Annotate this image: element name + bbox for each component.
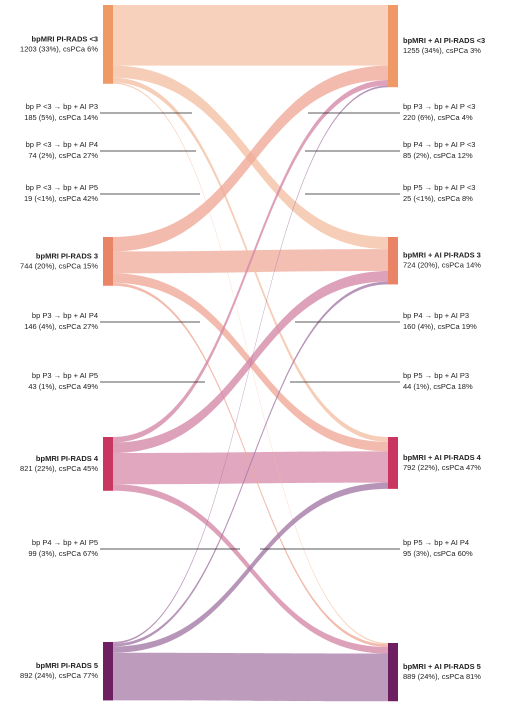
flow-label: bp P <3 → bp + AI P3 [26, 102, 98, 111]
flow [113, 5, 388, 66]
node-label: bpMRI + AI PI-RADS 4 [403, 453, 482, 462]
flow-label: bp P4 → bp + AI P5 [32, 538, 98, 547]
node-label: bpMRI + AI PI-RADS 5 [403, 662, 481, 671]
flow-label: bp P5 → bp + AI P <3 [403, 183, 475, 192]
flow [113, 271, 388, 454]
node-label: bpMRI PI-RADS 3 [36, 251, 98, 260]
flow-label: bp P5 → bp + AI P3 [403, 371, 469, 380]
node-detail: 792 (22%), csPCa 47% [403, 463, 481, 472]
flow-detail: 74 (2%), csPCa 27% [28, 151, 98, 160]
flow-label: bp P <3 → bp + AI P4 [26, 140, 98, 149]
flow-detail: 95 (3%), csPCa 60% [403, 549, 473, 558]
node-label: bpMRI + AI PI-RADS <3 [403, 36, 485, 45]
node-label: bpMRI PI-RADS <3 [32, 34, 98, 43]
flow-label: bp P4 → bp + AI P3 [403, 311, 469, 320]
node-bar [103, 237, 113, 286]
flow-detail: 146 (4%), csPCa 27% [24, 322, 98, 331]
flow-label: bp P3 → bp + AI P <3 [403, 102, 475, 111]
node-detail: 1203 (33%), csPCa 6% [20, 44, 98, 53]
flow-label: bp P3 → bp + AI P5 [32, 371, 98, 380]
flow [113, 482, 388, 653]
flow-detail: 19 (<1%), csPCa 42% [24, 194, 98, 203]
node-detail: 1255 (34%), csPCa 3% [403, 46, 481, 55]
node-label: bpMRI + AI PI-RADS 3 [403, 251, 481, 260]
flow [113, 281, 388, 647]
flow [113, 85, 388, 644]
node-bar [103, 5, 113, 84]
node-detail: 892 (24%), csPCa 77% [20, 671, 98, 680]
node-detail: 724 (20%), csPCa 14% [403, 261, 481, 270]
node-bar [388, 437, 398, 489]
node-detail: 821 (22%), csPCa 45% [20, 464, 98, 473]
flow-detail: 43 (1%), csPCa 49% [28, 382, 98, 391]
node-bar [388, 237, 398, 285]
flow-detail: 44 (1%), csPCa 18% [403, 382, 473, 391]
node-detail: 744 (20%), csPCa 15% [20, 261, 98, 270]
flow-detail: 85 (2%), csPCa 12% [403, 151, 473, 160]
flow-label: bp P4 → bp + AI P <3 [403, 140, 475, 149]
flow-label: bp P <3 → bp + AI P5 [26, 183, 98, 192]
flow [113, 652, 388, 702]
node-bar [103, 642, 113, 701]
flow-detail: 160 (4%), csPCa 19% [403, 322, 477, 331]
node-bar [388, 643, 398, 702]
node-bar [103, 437, 113, 491]
flow-detail: 220 (6%), csPCa 4% [403, 113, 473, 122]
flow-detail: 25 (<1%), csPCa 8% [403, 194, 473, 203]
flow [113, 65, 388, 252]
node-label: bpMRI PI-RADS 5 [36, 661, 98, 670]
node-label: bpMRI PI-RADS 4 [36, 454, 99, 463]
flow-detail: 99 (3%), csPCa 67% [28, 549, 98, 558]
flow-detail: 185 (5%), csPCa 14% [24, 113, 98, 122]
node-bar [388, 5, 398, 88]
flow-label: bp P5 → bp + AI P4 [403, 538, 469, 547]
node-detail: 889 (24%), csPCa 81% [403, 672, 481, 681]
flow [113, 79, 388, 443]
flow [113, 451, 388, 485]
flow-label: bp P3 → bp + AI P4 [32, 311, 98, 320]
